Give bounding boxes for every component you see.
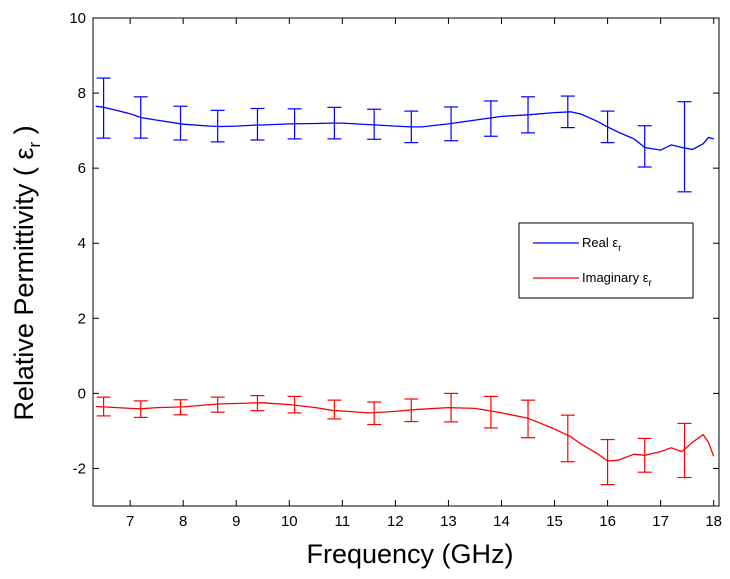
series-line-0	[95, 105, 714, 151]
y-tick-label: 8	[78, 85, 86, 102]
series-line-1	[95, 402, 715, 462]
legend-label: Real εr	[582, 235, 622, 254]
error-bar	[404, 110, 419, 144]
error-bar	[404, 398, 419, 423]
error-bar	[250, 107, 265, 141]
x-tick-label: 11	[335, 513, 351, 530]
error-bar	[210, 396, 225, 413]
legend-label: Imaginary εr	[582, 270, 653, 289]
error-bar	[327, 106, 342, 140]
error-bar	[637, 125, 652, 168]
error-bar	[521, 399, 536, 439]
error-bar	[483, 395, 498, 429]
error-bar	[96, 396, 111, 417]
error-bar	[560, 95, 575, 129]
error-bar	[173, 105, 188, 141]
error-bar	[367, 108, 382, 140]
x-tick-label: 16	[599, 513, 616, 530]
x-tick-label: 7	[126, 513, 134, 530]
x-tick-label: 14	[493, 513, 510, 530]
error-bar	[327, 399, 342, 420]
y-tick-label: 10	[69, 10, 86, 27]
error-bar	[444, 106, 459, 142]
x-tick-label: 15	[546, 513, 563, 530]
x-tick-label: 9	[232, 513, 240, 530]
error-bar	[133, 400, 148, 419]
error-bar	[173, 399, 188, 416]
chart-marks	[95, 77, 715, 486]
x-tick-label: 10	[281, 513, 298, 530]
plot-area-frame	[92, 17, 720, 507]
x-tick-label: 12	[387, 513, 404, 530]
y-tick-label: -2	[73, 460, 86, 477]
x-tick-label: 13	[440, 513, 457, 530]
error-bar	[637, 437, 652, 473]
error-bar	[560, 414, 575, 463]
y-tick-label: 0	[78, 385, 86, 402]
y-tick-label: 6	[78, 160, 86, 177]
error-bar	[677, 101, 692, 193]
x-tick-label: 8	[179, 513, 187, 530]
y-axis-title: Relative Permittivity ( εr )	[9, 125, 44, 420]
error-bar	[600, 438, 615, 486]
error-bar	[483, 100, 498, 137]
error-bar	[367, 401, 382, 426]
error-bar	[250, 395, 265, 412]
error-bar	[677, 422, 692, 479]
axis-ticks: 7 8 9 10 11 12 13 14 15 16 17 18 -2 0 2 4 6 8 10	[69, 10, 722, 530]
legend: Real εr Imaginary εr	[518, 222, 694, 299]
error-bar	[96, 77, 111, 139]
error-bar	[287, 395, 302, 414]
error-bar	[133, 96, 148, 139]
error-bar	[521, 96, 536, 134]
x-axis-title: Frequency (GHz)	[306, 539, 513, 569]
error-bar	[600, 110, 615, 144]
error-bar	[287, 108, 302, 140]
x-tick-label: 18	[705, 513, 722, 530]
x-tick-label: 17	[652, 513, 669, 530]
legend-box	[518, 222, 694, 299]
y-tick-label: 2	[78, 310, 86, 327]
error-bar	[444, 392, 459, 423]
y-tick-label: 4	[78, 235, 86, 252]
error-bar	[210, 109, 225, 143]
